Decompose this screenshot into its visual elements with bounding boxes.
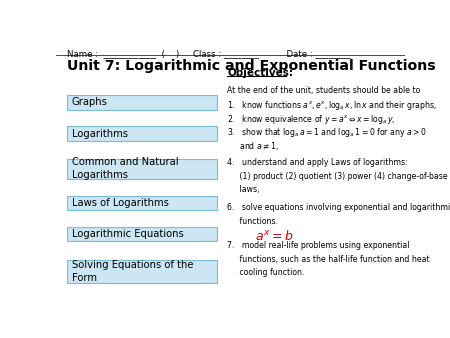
FancyBboxPatch shape <box>67 227 217 241</box>
Text: 7.   model real-life problems using exponential: 7. model real-life problems using expone… <box>227 241 410 250</box>
Text: laws,: laws, <box>227 185 260 194</box>
Text: 6.   solve equations involving exponential and logarithmic: 6. solve equations involving exponential… <box>227 203 450 212</box>
Text: Graphs: Graphs <box>72 97 108 107</box>
Text: and $a \neq 1$,: and $a \neq 1$, <box>227 140 279 152</box>
Text: Laws of Logarithms: Laws of Logarithms <box>72 198 169 208</box>
Text: Unit 7: Logarithmic and Exponential Functions: Unit 7: Logarithmic and Exponential Func… <box>67 59 435 73</box>
FancyBboxPatch shape <box>67 126 217 141</box>
FancyBboxPatch shape <box>67 159 217 179</box>
Text: functions, such as the half-life function and heat: functions, such as the half-life functio… <box>227 255 430 264</box>
FancyBboxPatch shape <box>67 196 217 210</box>
Text: functions.: functions. <box>227 217 278 226</box>
Text: Logarithmic Equations: Logarithmic Equations <box>72 229 184 239</box>
Text: Name :  ____________  (    )     Class : ________          Date : ________: Name : ____________ ( ) Class : ________… <box>67 49 350 58</box>
Text: 1.   know functions $a^x, e^x, \log_a x, \ln x$ and their graphs,: 1. know functions $a^x, e^x, \log_a x, \… <box>227 99 437 112</box>
Text: $\mathit{a^x = b}$: $\mathit{a^x = b}$ <box>255 229 293 243</box>
Text: At the end of the unit, students should be able to: At the end of the unit, students should … <box>227 86 420 95</box>
Text: cooling function.: cooling function. <box>227 268 305 277</box>
Text: Common and Natural
Logarithms: Common and Natural Logarithms <box>72 157 179 180</box>
Text: 4.   understand and apply Laws of logarithms:: 4. understand and apply Laws of logarith… <box>227 158 408 167</box>
Text: Logarithms: Logarithms <box>72 128 128 139</box>
Text: 2.   know equivalence of $y = a^x \Leftrightarrow x = \log_a y$,: 2. know equivalence of $y = a^x \Leftrig… <box>227 113 396 126</box>
FancyBboxPatch shape <box>67 260 217 283</box>
Text: (1) product (2) quotient (3) power (4) change-of-base: (1) product (2) quotient (3) power (4) c… <box>227 171 448 180</box>
Text: Solving Equations of the
Form: Solving Equations of the Form <box>72 260 194 283</box>
Text: Objectives:: Objectives: <box>227 68 293 78</box>
Text: 3.   show that $\log_a a = 1$ and $\log_a 1 = 0$ for any $a > 0$: 3. show that $\log_a a = 1$ and $\log_a … <box>227 126 427 139</box>
FancyBboxPatch shape <box>67 95 217 110</box>
